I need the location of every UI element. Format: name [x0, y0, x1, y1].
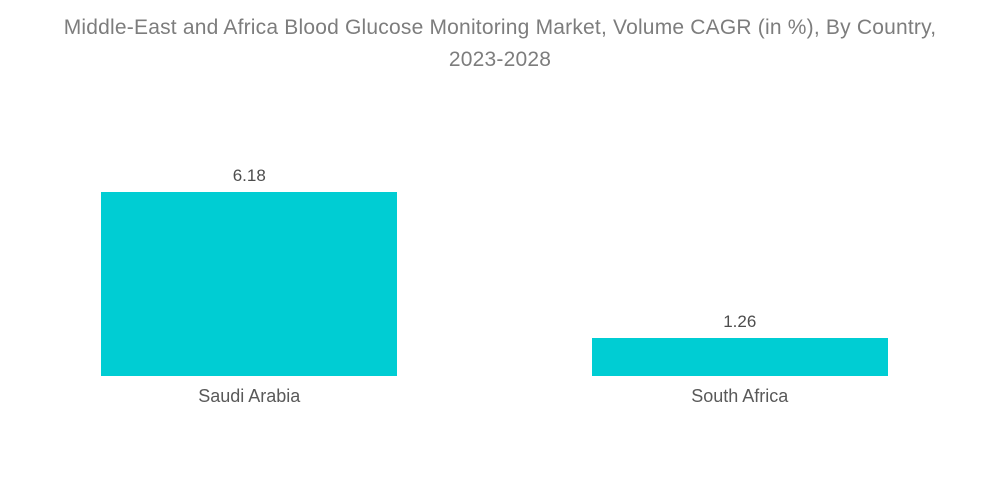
category-label-saudi-arabia: Saudi Arabia [198, 386, 301, 406]
chart-title-line-1: Middle-East and Africa Blood Glucose Mon… [63, 16, 937, 39]
bar-value-label-saudi-arabia: 6.18 [232, 166, 266, 185]
bar-value-label-south-africa: 1.26 [723, 312, 757, 331]
chart-title: Middle-East and Africa Blood Glucose Mon… [0, 12, 1000, 76]
bar-south-africa [591, 338, 888, 376]
chart-title-line-2: 2023-2028 [448, 48, 552, 71]
bar-saudi-arabia [101, 192, 398, 376]
category-slot-saudi-arabia: 6.18 Saudi Arabia [4, 166, 495, 406]
category-slot-south-africa: 1.26 South Africa [495, 192, 986, 406]
category-label-south-africa: South Africa [691, 386, 789, 406]
plot-area: 6.18 Saudi Arabia 1.26 South Africa [4, 166, 986, 406]
